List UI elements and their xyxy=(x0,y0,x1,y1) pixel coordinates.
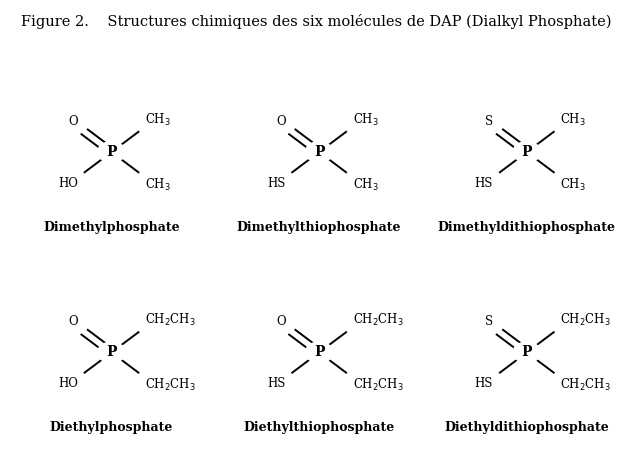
Text: P: P xyxy=(521,145,532,159)
Text: Dimethylthiophosphate: Dimethylthiophosphate xyxy=(237,221,401,234)
Text: CH$_2$CH$_3$: CH$_2$CH$_3$ xyxy=(353,377,404,393)
Circle shape xyxy=(513,342,540,363)
Text: HS: HS xyxy=(475,177,493,189)
Text: CH$_3$: CH$_3$ xyxy=(561,111,586,128)
Text: Dimethyldithiophosphate: Dimethyldithiophosphate xyxy=(438,221,616,234)
Text: P: P xyxy=(521,346,532,359)
Text: CH$_2$CH$_3$: CH$_2$CH$_3$ xyxy=(561,312,611,328)
Text: Dimethylphosphate: Dimethylphosphate xyxy=(43,221,180,234)
Text: O: O xyxy=(276,115,286,128)
Text: CH$_3$: CH$_3$ xyxy=(353,111,379,128)
Text: CH$_3$: CH$_3$ xyxy=(145,111,171,128)
Text: HO: HO xyxy=(58,177,78,189)
Text: Diethyldithiophosphate: Diethyldithiophosphate xyxy=(444,421,609,434)
Text: P: P xyxy=(106,346,117,359)
Text: CH$_2$CH$_3$: CH$_2$CH$_3$ xyxy=(353,312,404,328)
Circle shape xyxy=(513,142,540,163)
Text: CH$_2$CH$_3$: CH$_2$CH$_3$ xyxy=(145,377,196,393)
Text: HS: HS xyxy=(267,177,286,189)
Text: S: S xyxy=(485,115,493,128)
Circle shape xyxy=(305,142,333,163)
Circle shape xyxy=(305,342,333,363)
Text: CH$_2$CH$_3$: CH$_2$CH$_3$ xyxy=(561,377,611,393)
Text: CH$_3$: CH$_3$ xyxy=(561,177,586,193)
Text: O: O xyxy=(68,315,78,328)
Text: P: P xyxy=(106,145,117,159)
Text: HS: HS xyxy=(475,377,493,390)
Text: Diethylphosphate: Diethylphosphate xyxy=(50,421,173,434)
Text: S: S xyxy=(485,315,493,328)
Text: HS: HS xyxy=(267,377,286,390)
Text: Diethylthiophosphate: Diethylthiophosphate xyxy=(243,421,395,434)
Text: HO: HO xyxy=(58,377,78,390)
Text: O: O xyxy=(276,315,286,328)
Circle shape xyxy=(98,342,125,363)
Text: O: O xyxy=(68,115,78,128)
Text: Figure 2.    Structures chimiques des six molécules de DAP (Dialkyl Phosphate): Figure 2. Structures chimiques des six m… xyxy=(21,14,611,29)
Text: CH$_3$: CH$_3$ xyxy=(353,177,379,193)
Text: P: P xyxy=(314,145,324,159)
Text: CH$_3$: CH$_3$ xyxy=(145,177,171,193)
Circle shape xyxy=(98,142,125,163)
Text: P: P xyxy=(314,346,324,359)
Text: CH$_2$CH$_3$: CH$_2$CH$_3$ xyxy=(145,312,196,328)
